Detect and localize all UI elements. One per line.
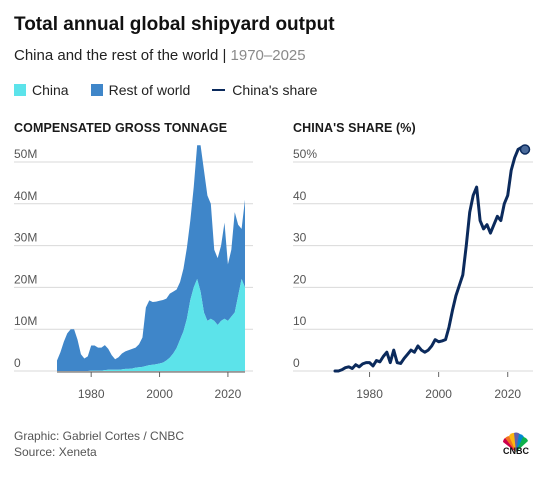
right-panel-title: CHINA'S SHARE (%)	[293, 121, 416, 135]
y-tick-label: 0	[14, 356, 21, 370]
y-tick-label: 10M	[14, 314, 37, 328]
x-tick-label: 1980	[78, 387, 105, 401]
y-tick-label: 50%	[293, 147, 317, 161]
source-text: Source: Xeneta	[14, 445, 97, 459]
y-tick-label: 20M	[14, 272, 37, 286]
share-endpoint	[519, 144, 531, 155]
x-tick-label: 1980	[356, 387, 383, 401]
chart-title: Total annual global shipyard output	[14, 14, 335, 35]
subtitle-range: 1970–2025	[230, 47, 306, 64]
legend-label-china: China	[32, 82, 69, 98]
y-tick-label: 30M	[14, 231, 37, 245]
y-tick-label: 50M	[14, 147, 37, 161]
logo-text: CNBC	[503, 446, 529, 456]
subtitle-text: China and the rest of the world |	[14, 47, 231, 64]
legend-swatch-china	[14, 84, 26, 96]
legend-item-share: China's share	[212, 82, 317, 98]
area-rest-of-world	[57, 145, 245, 371]
legend-item-rest: Rest of world	[90, 82, 191, 98]
y-tick-label: 30	[293, 231, 307, 245]
y-tick-label: 40M	[14, 189, 37, 203]
footer: Graphic: Gabriel Cortes / CNBC Source: X…	[14, 428, 184, 460]
x-tick-label: 2020	[215, 387, 242, 401]
chart-subtitle: China and the rest of the world | 1970–2…	[14, 47, 306, 64]
y-tick-label: 20	[293, 272, 307, 286]
y-tick-label: 10	[293, 314, 307, 328]
x-tick-label: 2000	[425, 387, 452, 401]
credit-text: Graphic: Gabriel Cortes / CNBC	[14, 429, 185, 443]
x-tick-label: 2020	[494, 387, 521, 401]
tonnage-area-chart: 0 10M 20M 30M 40M 50M 1980 2000 2020	[14, 145, 253, 401]
share-line	[333, 145, 527, 373]
legend-item-china: China	[14, 82, 69, 98]
y-tick-label: 40	[293, 189, 307, 203]
legend-label-rest: Rest of world	[108, 82, 191, 98]
legend-swatch-share	[212, 89, 226, 91]
area-china	[57, 279, 245, 371]
peacock-logo-icon	[503, 432, 528, 452]
x-tick-label: 2000	[146, 387, 173, 401]
legend-swatch-rest	[90, 84, 103, 96]
left-panel-title: COMPENSATED GROSS TONNAGE	[14, 121, 228, 135]
share-line-chart: 0 10 20 30 40 50% 1980 2000 2020	[293, 144, 533, 401]
legend-label-share: China's share	[232, 82, 318, 98]
y-tick-label: 0	[293, 356, 300, 370]
legend: China Rest of world China's share	[14, 82, 339, 98]
